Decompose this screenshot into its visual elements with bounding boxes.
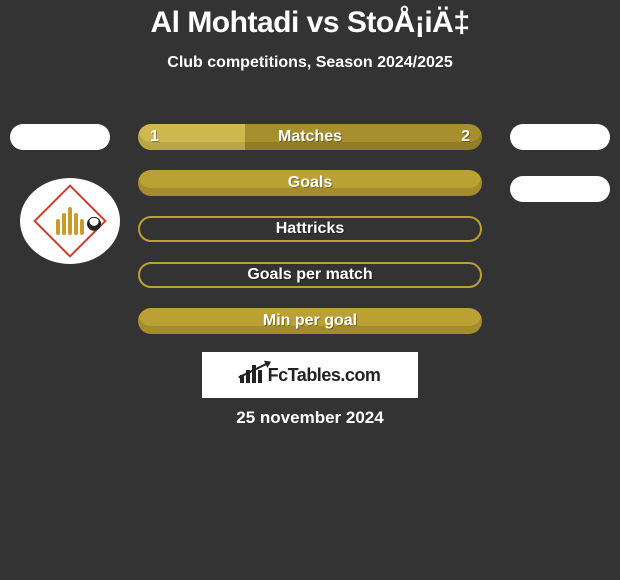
- stat-left-value: 1: [150, 124, 159, 150]
- stat-label: Hattricks: [138, 216, 482, 242]
- stat-bars: Matches1 2 Goals Hattricks Goals per match Mi…: [138, 124, 482, 354]
- player-right-club-pill: [510, 176, 610, 202]
- stat-bar-hattricks: Hattricks: [138, 216, 482, 242]
- club-crest-icon: [33, 184, 107, 258]
- stat-bar-matches: Matches1 2: [138, 124, 482, 150]
- player-right-name-pill: [510, 124, 610, 150]
- stat-bar-goals: Goals: [138, 170, 482, 196]
- footer-date: 25 november 2024: [0, 408, 620, 428]
- stat-label: Matches: [138, 124, 482, 150]
- stat-bar-goals_per_m: Goals per match: [138, 262, 482, 288]
- player-left-name-pill: [10, 124, 110, 150]
- brand-chart-icon: [240, 365, 262, 385]
- stat-label: Goals per match: [138, 262, 482, 288]
- stat-label: Goals: [138, 170, 482, 196]
- football-icon: [84, 214, 104, 234]
- stat-label: Min per goal: [138, 308, 482, 334]
- brand-box[interactable]: FcTables.com: [202, 352, 418, 398]
- stat-right-value: 2: [461, 124, 470, 150]
- brand-text: FcTables.com: [268, 365, 381, 386]
- stat-bar-min_per_goal: Min per goal: [138, 308, 482, 334]
- subtitle: Club competitions, Season 2024/2025: [0, 54, 620, 72]
- card-root: Al Mohtadi vs StoÅ¡iÄ‡ Club competitions…: [0, 0, 620, 580]
- player-left-club-badge: [20, 178, 120, 264]
- page-title: Al Mohtadi vs StoÅ¡iÄ‡: [0, 0, 620, 40]
